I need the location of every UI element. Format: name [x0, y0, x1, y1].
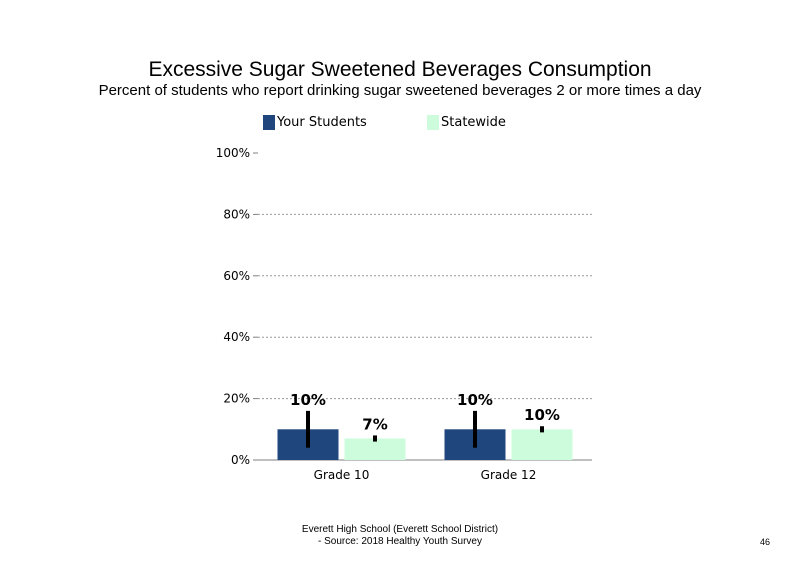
- footer: Everett High School (Everett School Dist…: [200, 524, 600, 548]
- data-label: 10%: [457, 391, 493, 409]
- y-tick-label: 20%: [223, 392, 250, 406]
- y-tick-label: 40%: [223, 330, 250, 344]
- bar: [511, 429, 573, 460]
- legend-item-statewide: Statewide: [427, 115, 506, 130]
- legend-label-statewide: Statewide: [441, 115, 506, 130]
- chart-subtitle: Percent of students who report drinking …: [98, 82, 702, 99]
- data-label: 10%: [524, 406, 560, 424]
- y-tick-label: 60%: [223, 269, 250, 283]
- footer-school: Everett High School (Everett School Dist…: [301, 524, 499, 535]
- data-label: 10%: [290, 391, 326, 409]
- y-tick-label: 0%: [231, 453, 250, 467]
- data-label: 7%: [362, 415, 387, 433]
- x-tick-label: Grade 12: [481, 468, 537, 482]
- legend-swatch-your-students: [263, 115, 275, 130]
- x-tick-label: Grade 10: [314, 468, 370, 482]
- bar: [344, 438, 406, 460]
- footer-source: - Source: 2018 Healthy Youth Survey: [318, 536, 482, 547]
- chart-title: Excessive Sugar Sweetened Beverages Cons…: [148, 58, 652, 81]
- legend-item-your-students: Your Students: [263, 115, 367, 130]
- legend-label-your-students: Your Students: [277, 115, 367, 130]
- y-tick-label: 100%: [216, 146, 250, 160]
- y-tick-label: 80%: [223, 207, 250, 221]
- page-number: 46: [759, 537, 770, 547]
- legend-swatch-statewide: [427, 115, 439, 130]
